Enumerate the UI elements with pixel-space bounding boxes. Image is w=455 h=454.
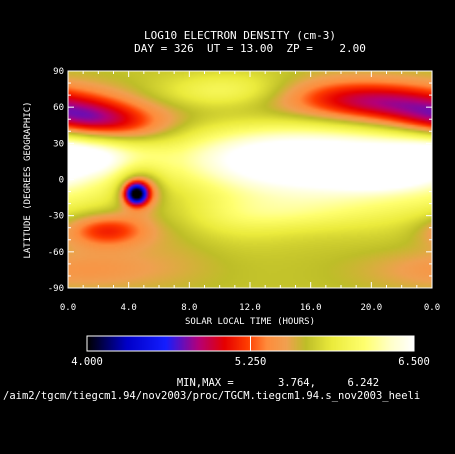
file-path: /aim2/tgcm/tiegcm1.94/nov2003/proc/TGCM.… (3, 390, 420, 402)
y-tick-label: -60 (48, 248, 64, 258)
chart-title: LOG10 ELECTRON DENSITY (cm-3) (144, 29, 336, 42)
y-axis-label: LATITUDE (DEGREES GEOGRAPHIC) (23, 101, 33, 258)
y-tick-label: -30 (48, 212, 64, 222)
x-tick-label: 0.0 (60, 303, 76, 313)
colorbar-tick-label: 6.500 (398, 356, 430, 368)
x-tick-label: 20.0 (360, 303, 382, 313)
x-tick-label: 12.0 (239, 303, 261, 313)
x-tick-label: 4.0 (121, 303, 137, 313)
y-tick-label: -90 (48, 284, 64, 294)
colorbar-tick-label: 4.000 (71, 356, 103, 368)
heatmap-image (68, 71, 432, 288)
x-tick-label: 8.0 (181, 303, 197, 313)
x-tick-label: 0.0 (424, 303, 440, 313)
x-axis: 0.0 4.0 8.0 12.0 16.0 20.0 0.0 (60, 71, 440, 313)
x-tick-label: 16.0 (300, 303, 322, 313)
chart-subtitle: DAY = 326 UT = 13.00 ZP = 2.00 (134, 42, 366, 55)
y-axis: 90 60 30 0 -30 -60 -90 (48, 67, 432, 294)
x-axis-label: SOLAR LOCAL TIME (HOURS) (185, 317, 315, 327)
y-tick-label: 0 (59, 176, 64, 186)
min-max-readout: MIN,MAX = 3.764, 6.242 (177, 377, 379, 389)
colorbar-tick-label: 5.250 (235, 356, 267, 368)
y-tick-label: 60 (53, 103, 64, 113)
y-tick-label: 90 (53, 67, 64, 77)
y-tick-label: 30 (53, 139, 64, 149)
colorbar-labels: 4.000 5.250 6.500 (71, 336, 430, 368)
